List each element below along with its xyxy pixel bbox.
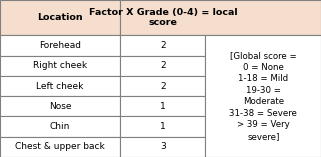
Bar	[0, 116, 120, 137]
Text: Right cheek: Right cheek	[33, 61, 87, 70]
Bar	[0, 0, 120, 35]
Bar	[120, 0, 321, 35]
Bar	[0, 35, 120, 56]
Text: 3: 3	[160, 142, 166, 151]
Bar	[120, 116, 205, 137]
Text: Location: Location	[37, 13, 83, 22]
Bar	[205, 35, 321, 157]
Text: Chest & upper back: Chest & upper back	[15, 142, 105, 151]
Bar	[120, 35, 205, 56]
Bar	[120, 137, 205, 157]
Text: 2: 2	[160, 41, 166, 50]
Text: 1: 1	[160, 122, 166, 131]
Text: 2: 2	[160, 81, 166, 91]
Text: Forehead: Forehead	[39, 41, 81, 50]
Bar	[0, 96, 120, 116]
Text: 2: 2	[160, 61, 166, 70]
Text: Chin: Chin	[50, 122, 70, 131]
Text: Left cheek: Left cheek	[37, 81, 84, 91]
Bar	[0, 56, 120, 76]
Bar	[120, 56, 205, 76]
Text: Factor X Grade (0-4) = local
score: Factor X Grade (0-4) = local score	[89, 8, 237, 27]
Text: Nose: Nose	[49, 102, 72, 111]
Text: 1: 1	[160, 102, 166, 111]
Bar	[0, 76, 120, 96]
Bar	[120, 96, 205, 116]
Text: [Global score =
0 = None
1-18 = Mild
19-30 =
Moderate
31-38 = Severe
> 39 = Very: [Global score = 0 = None 1-18 = Mild 19-…	[229, 52, 297, 141]
Bar	[120, 76, 205, 96]
Bar	[0, 137, 120, 157]
